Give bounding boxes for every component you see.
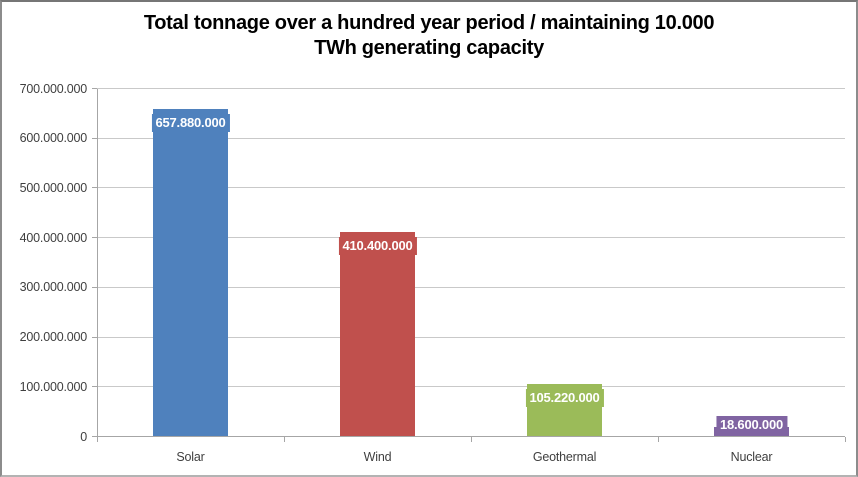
- y-axis-tick: [92, 386, 97, 388]
- y-axis-tick: [92, 88, 97, 89]
- x-axis-label-nuclear: Nuclear: [730, 449, 773, 464]
- y-axis-tick: [92, 237, 97, 239]
- gridline-700.000.000: [97, 88, 845, 89]
- y-axis-label: 400.000.000: [19, 230, 88, 245]
- x-axis-tick: [96, 436, 98, 442]
- y-axis-tick: [92, 286, 97, 288]
- x-axis-label-wind: Wind: [363, 449, 392, 464]
- bar-value-label-solar: 657.880.000: [151, 114, 230, 133]
- y-axis-label: 0: [80, 429, 87, 444]
- chart-title-line1: Total tonnage over a hundred year period…: [143, 12, 715, 34]
- gridline-200.000.000: [97, 336, 845, 338]
- x-axis-label-solar: Solar: [176, 449, 205, 464]
- chart-title: Total tonnage over a hundred year period…: [2, 11, 856, 61]
- y-axis-label: 200.000.000: [19, 330, 88, 345]
- x-axis-tick: [657, 436, 659, 442]
- x-axis-tick: [844, 436, 846, 442]
- x-axis-tick: [470, 436, 472, 442]
- gridline-100.000.000: [97, 386, 845, 388]
- bar-value-label-geothermal: 105.220.000: [525, 389, 604, 408]
- bar-value-label-nuclear: 18.600.000: [715, 415, 788, 434]
- gridline-600.000.000: [97, 137, 845, 139]
- bar-solar: [153, 109, 228, 437]
- y-axis-tick: [92, 137, 97, 139]
- bar-wind: [340, 232, 415, 437]
- gridline-400.000.000: [97, 237, 845, 239]
- y-axis-label: 700.000.000: [19, 81, 88, 96]
- bar-value-label-wind: 410.400.000: [338, 237, 417, 256]
- x-axis-label-geothermal: Geothermal: [532, 449, 597, 464]
- y-axis-label: 600.000.000: [19, 131, 88, 146]
- y-axis-line: [96, 88, 98, 437]
- gridline-500.000.000: [97, 187, 845, 189]
- y-axis-tick: [92, 336, 97, 338]
- y-axis-tick: [92, 436, 97, 437]
- y-axis-tick: [92, 187, 97, 189]
- gridline-300.000.000: [97, 286, 845, 288]
- x-axis-tick: [283, 436, 285, 442]
- y-axis-label: 300.000.000: [19, 280, 88, 295]
- y-axis-label: 500.000.000: [19, 180, 88, 195]
- chart-title-line2: TWh generating capacity: [314, 37, 544, 59]
- y-axis-label: 100.000.000: [19, 379, 88, 394]
